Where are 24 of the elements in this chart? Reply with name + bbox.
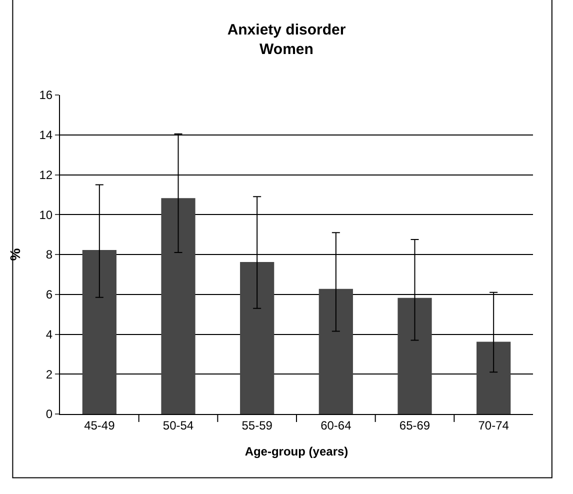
- x-tick-label: 60-64: [320, 418, 352, 432]
- bar: [161, 198, 196, 414]
- y-tick-label: 8: [46, 248, 53, 262]
- chart-title: Anxiety disorder Women: [227, 22, 346, 58]
- bar: [476, 342, 511, 414]
- bar: [82, 250, 116, 414]
- y-tick-label: 2: [46, 367, 53, 382]
- bar: [240, 262, 274, 414]
- bar: [398, 298, 432, 414]
- y-tick-label: 0: [46, 407, 53, 422]
- x-tick-label: 55-59: [242, 418, 273, 432]
- y-tick-label: 14: [39, 128, 53, 142]
- y-tick-label: 4: [46, 327, 53, 342]
- x-axis-title: Age-group (years): [244, 444, 348, 458]
- y-tick-label: 10: [39, 208, 53, 222]
- x-tick-label: 50-54: [162, 418, 194, 432]
- y-tick-label: 6: [46, 288, 53, 302]
- bar: [318, 288, 353, 414]
- x-tick-label: 70-74: [478, 418, 510, 432]
- y-axis-title: %: [6, 248, 23, 261]
- y-tick-label: 12: [39, 168, 53, 182]
- x-tick-label: 45-49: [84, 418, 116, 432]
- x-tick-label: 65-69: [399, 418, 430, 432]
- y-tick-label: 16: [39, 88, 53, 102]
